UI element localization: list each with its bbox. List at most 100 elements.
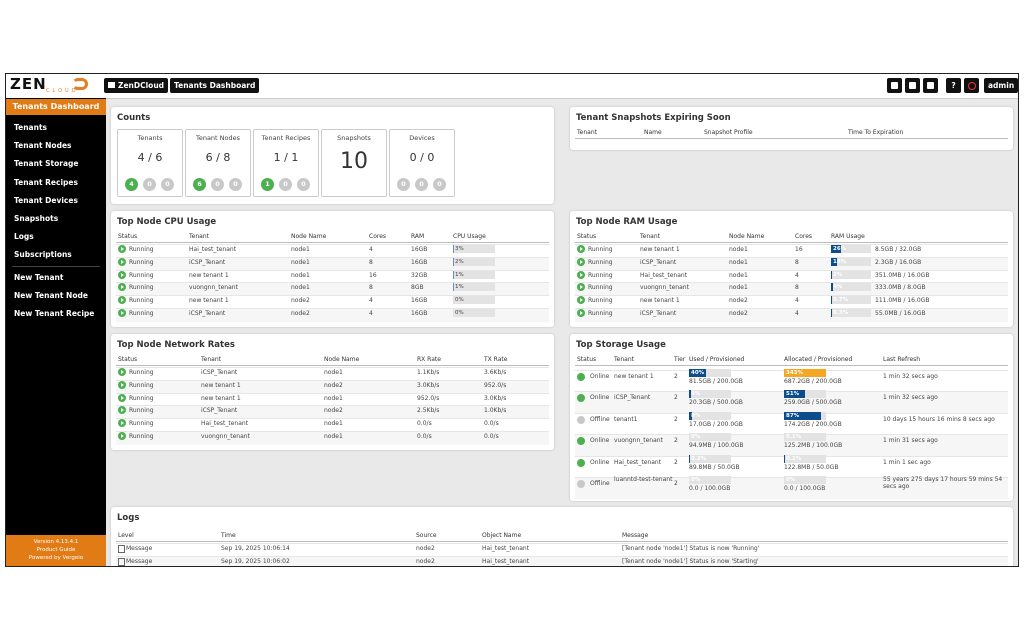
icon-button[interactable]: ?	[946, 78, 961, 93]
cell: iCSP_Tenant	[189, 310, 226, 317]
cell: Hai_test_tenant	[201, 420, 249, 428]
icon-button[interactable]	[923, 78, 938, 93]
cell: 0.0/s	[484, 433, 499, 440]
status-icon	[577, 394, 585, 403]
column-header: RAM Usage	[831, 233, 865, 240]
cell: Online	[590, 394, 610, 402]
icon-button[interactable]	[964, 78, 979, 93]
cell: Message	[126, 557, 153, 565]
panel-title: Top Node Network Rates	[117, 340, 235, 350]
row	[116, 308, 549, 322]
menu-item[interactable]: Snapshots	[14, 214, 59, 223]
usage-bar: 87%	[784, 411, 826, 420]
usage-fill	[831, 270, 832, 279]
column-header: Cores	[795, 233, 813, 240]
cell: 2	[674, 458, 678, 466]
cell: Message	[126, 545, 153, 552]
column-header: Object Name	[482, 532, 522, 539]
cell: node1	[324, 420, 343, 428]
count-badge: 4	[125, 178, 138, 191]
card-value: 0 / 0	[409, 151, 435, 164]
cell: 122.8MB / 50.0GB	[784, 463, 839, 471]
cell: 10 days 15 hours 16 mins 8 secs ago	[883, 415, 995, 423]
usage-text: 0.1%	[786, 434, 802, 441]
status-icon	[118, 270, 126, 279]
cell: Running	[588, 297, 613, 305]
usage-text: 26%	[833, 246, 847, 252]
column-header: Message	[622, 532, 649, 539]
cell: iCSP_Tenant	[189, 258, 226, 266]
panel-title: Top Node RAM Usage	[576, 217, 678, 227]
cell: 8	[369, 284, 373, 292]
usage-text: 0.3%	[833, 310, 849, 316]
cell: Running	[129, 381, 154, 389]
row	[116, 367, 549, 381]
panel: Top Node RAM Usage Status Tenant Node Name C…	[570, 211, 1013, 327]
icon-button[interactable]	[887, 78, 902, 93]
header-line	[116, 365, 549, 366]
breadcrumb[interactable]: Tenants Dashboard	[170, 78, 260, 93]
menu-item[interactable]: Tenant Recipes	[14, 177, 78, 187]
cell: vuongnn_tenant	[189, 284, 238, 292]
breadcrumb[interactable]: ZenDCloud	[104, 78, 169, 93]
cell: Online	[590, 437, 610, 445]
usage-bar: 51%	[784, 390, 826, 399]
menu-item[interactable]: Subscriptions	[14, 250, 72, 260]
cell: 952.0/s	[417, 394, 440, 402]
usage-bar: 1%	[453, 283, 495, 292]
icon-button[interactable]	[905, 78, 920, 93]
column-header: Tenant	[614, 356, 634, 363]
menu-item[interactable]: Tenants	[14, 123, 47, 132]
usage-bar: 8%	[689, 411, 731, 420]
breadcrumb-text: Tenants Dashboard	[174, 81, 256, 90]
cell: 81.5GB / 200.0GB	[689, 378, 743, 385]
count-badge: 0	[279, 178, 292, 191]
footer-line[interactable]: Product Guide	[36, 547, 76, 553]
usage-fill	[784, 369, 826, 377]
status-icon	[118, 380, 126, 389]
column-header: RAM	[411, 233, 425, 240]
cell: 3.0Kb/s	[417, 381, 440, 389]
cell: Running	[129, 297, 154, 305]
user-button[interactable]: admin	[984, 78, 1018, 93]
panel-title: Counts	[117, 113, 151, 123]
menu-action[interactable]: New Tenant Node	[14, 291, 88, 301]
cell: Offline	[590, 480, 610, 487]
row	[116, 555, 1008, 566]
cell: 4	[369, 297, 373, 305]
cell: 20.3GB / 500.0GB	[689, 399, 743, 407]
row	[116, 543, 1008, 557]
usage-bar: 0.7%	[831, 296, 871, 305]
column-header: Last Refresh	[883, 356, 921, 363]
usage-bar: 4%	[831, 283, 871, 292]
menu-item[interactable]: Tenant Devices	[14, 195, 78, 205]
cell: Running	[129, 433, 154, 440]
count-card[interactable]: Snapshots 10	[321, 129, 387, 197]
usage-text: 14%	[833, 258, 847, 265]
cell: vuongnn_tenant	[201, 433, 250, 440]
card-label: Tenant Nodes	[195, 134, 241, 142]
menu-item[interactable]: Tenant Nodes	[14, 141, 72, 151]
usage-bar: 3%	[453, 245, 495, 253]
top-bar: ZEN CLOUD ZenDCloud Tenants Dashboard? admin	[6, 74, 1018, 99]
menu-item[interactable]: Tenant Storage	[14, 159, 79, 169]
usage-bar: 40%	[689, 369, 731, 377]
cell: 0.0/s	[417, 433, 432, 440]
header-line	[116, 541, 1008, 542]
icon	[909, 82, 916, 89]
logo-sub: CLOUD	[46, 88, 79, 94]
usage-fill	[831, 283, 833, 292]
cell: 16	[795, 246, 803, 253]
menu-item[interactable]: Logs	[14, 232, 34, 242]
panel: Top Node CPU Usage Status Tenant Node Name C…	[111, 211, 554, 327]
cell: node1	[291, 271, 310, 279]
cell: 1.0Kb/s	[484, 407, 507, 415]
menu-action[interactable]: New Tenant	[14, 273, 64, 282]
status-icon	[118, 406, 126, 415]
menu-action[interactable]: New Tenant Recipe	[14, 309, 95, 319]
